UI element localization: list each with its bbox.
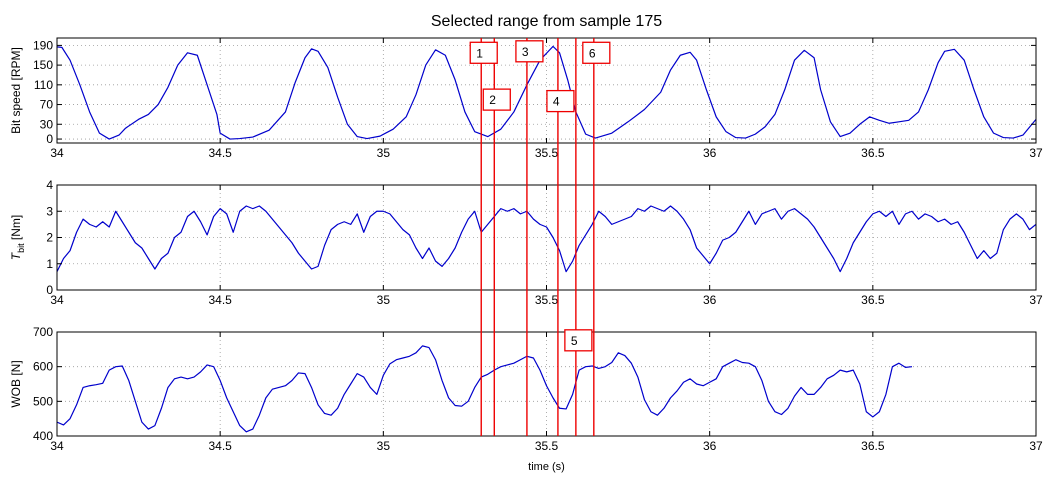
panel-1-xtick-label-5: 36.5 [861,293,885,307]
panel-0-ytick-label-4: 150 [33,58,53,72]
panel-0-xtick-label-5: 36.5 [861,146,885,160]
panel-1-ytick-label-4: 4 [46,178,53,192]
panel-0-ytick-label-1: 30 [40,117,54,131]
panel-2-y-axis-label: WOB [N] [9,360,23,407]
panel-2-series-line [57,345,913,433]
panel-1-y-axis-label: Tbit [Nm] [9,215,26,261]
panel-0-xtick-label-3: 35.5 [535,146,559,160]
panel-0-xtick-label-6: 37 [1029,146,1043,160]
panel-1-ytick-label-3: 3 [46,204,53,218]
panel-0-ytick-label-0: 0 [46,132,53,146]
marker-label-4: 4 [553,95,560,109]
panel-2-ytick-label-0: 400 [33,429,53,443]
panel-2-xtick-label-5: 36.5 [861,439,885,453]
panel-1-xtick-label-0: 34 [50,293,64,307]
marker-label-3: 3 [522,45,529,59]
panel-1-ytick-label-2: 2 [46,231,53,245]
panel-1-xtick-label-1: 34.5 [208,293,232,307]
panel-1-xtick-label-3: 35.5 [535,293,559,307]
panel-2-xtick-label-6: 37 [1029,439,1043,453]
panel-0-xtick-label-2: 35 [377,146,391,160]
marker-box-6 [582,41,611,64]
panel-2-xtick-label-4: 36 [703,439,717,453]
panel-1-ylabel-unit: [Nm] [9,215,23,244]
marker-box-5 [564,329,593,352]
panel-0-ytick-label-2: 70 [40,98,54,112]
marker-box-4 [546,89,575,113]
panel-2-xtick-label-0: 34 [50,439,64,453]
panel-2-ytick-label-1: 500 [33,394,53,408]
marker-box-3 [515,40,544,63]
marker-box-2 [482,88,511,111]
panel-1-series-line [57,205,1036,273]
panel-0-ytick-label-5: 190 [33,38,53,52]
panel-1-ylabel-sub: bit [16,243,26,253]
marker-box-1 [469,41,498,64]
x-axis-label: time (s) [528,461,565,473]
panel-0-xtick-label-4: 36 [703,146,717,160]
marker-label-6: 6 [589,46,596,60]
panel-0-xtick-label-0: 34 [50,146,64,160]
chart-title: Selected range from sample 175 [431,13,662,30]
marker-label-5: 5 [571,334,578,348]
panel-2-ytick-label-2: 600 [33,360,53,374]
panel-0-series-line [57,45,1036,140]
panel-1-xtick-label-4: 36 [703,293,717,307]
panel-1-ylabel-main: T [9,251,23,260]
panel-2-xtick-label-3: 35.5 [535,439,559,453]
panel-2-xtick-label-2: 35 [377,439,391,453]
panel-0-ytick-label-3: 110 [34,78,53,92]
panel-2-ytick-label-3: 700 [33,325,53,339]
panel-0-y-axis-label: Bit speed [RPM] [9,47,23,134]
panel-1-xtick-label-2: 35 [377,293,391,307]
panel-2-xtick-label-1: 34.5 [208,439,232,453]
panel-0-xtick-label-1: 34.5 [208,146,232,160]
panel-1-ytick-label-0: 0 [46,283,53,297]
marker-label-1: 1 [476,46,483,60]
marker-label-2: 2 [489,93,496,107]
panel-1-ytick-label-1: 1 [46,257,53,271]
panel-1-xtick-label-6: 37 [1029,293,1043,307]
